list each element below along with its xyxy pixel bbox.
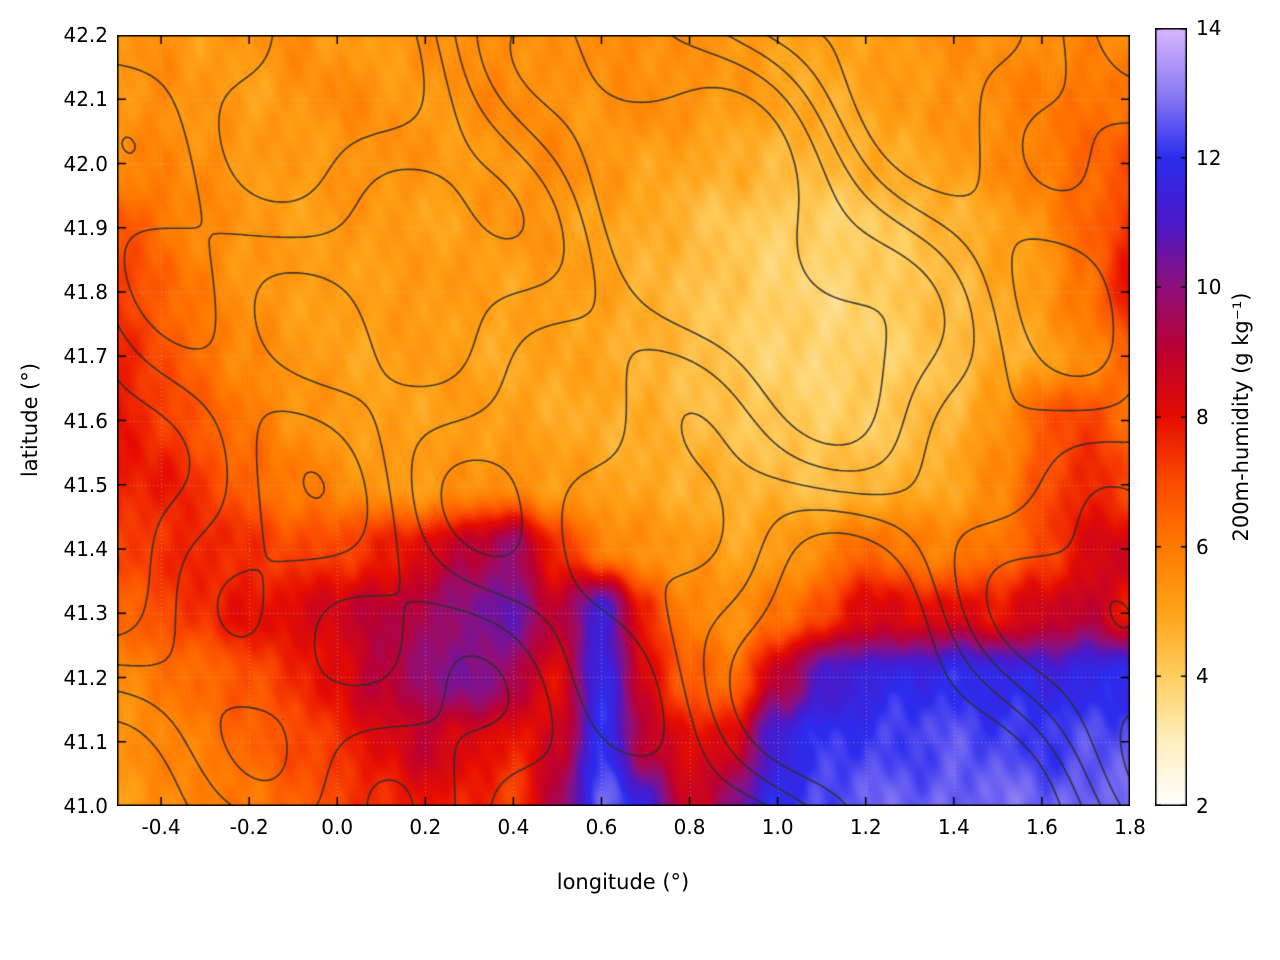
y-tick-label: 41.4 bbox=[63, 537, 108, 561]
colorbar bbox=[1155, 28, 1187, 806]
colorbar-tick-label: 8 bbox=[1196, 405, 1209, 429]
x-tick-label: 0.6 bbox=[585, 815, 618, 839]
y-tick-label: 42.0 bbox=[63, 151, 108, 176]
colorbar-tick-label: 12 bbox=[1196, 145, 1222, 170]
x-tick-label: 1.8 bbox=[1114, 815, 1146, 839]
colorbar-tick-label: 6 bbox=[1196, 534, 1209, 559]
x-tick-label: 0.0 bbox=[321, 815, 354, 839]
colorbar-tick-label: 4 bbox=[1196, 664, 1209, 689]
x-tick-label: -0.2 bbox=[229, 815, 269, 839]
y-tick-label: 41.2 bbox=[63, 665, 108, 690]
x-tick-label: 1.4 bbox=[937, 815, 970, 839]
y-tick-label: 41.1 bbox=[63, 729, 108, 754]
y-tick-label: 41.6 bbox=[63, 408, 108, 433]
x-tick-label: 0.8 bbox=[673, 815, 706, 839]
heatmap-canvas bbox=[117, 35, 1130, 806]
x-axis-label: longitude (°) bbox=[556, 870, 690, 894]
y-tick-label: 41.5 bbox=[63, 472, 108, 497]
y-tick-label: 42.2 bbox=[63, 23, 108, 47]
y-tick-label: 41.7 bbox=[63, 344, 108, 369]
x-tick-label: 0.2 bbox=[409, 815, 442, 839]
y-tick-label: 41.8 bbox=[63, 280, 108, 304]
colorbar-tick-label: 10 bbox=[1196, 275, 1222, 300]
x-tick-label: 1.0 bbox=[761, 815, 794, 839]
y-tick-label: 41.0 bbox=[63, 794, 108, 818]
x-tick-label: 0.4 bbox=[497, 815, 530, 839]
y-tick-label: 42.1 bbox=[63, 87, 108, 112]
x-tick-label: 1.6 bbox=[1026, 815, 1058, 839]
colorbar-tick-label: 14 bbox=[1196, 16, 1222, 40]
colorbar-tick-label: 2 bbox=[1196, 794, 1209, 818]
x-tick-label: -0.4 bbox=[141, 815, 181, 839]
y-tick-label: 41.9 bbox=[63, 215, 108, 240]
x-tick-label: 1.2 bbox=[849, 815, 882, 839]
y-tick-label: 41.3 bbox=[63, 601, 108, 626]
colorbar-label: 200m-humidity (g kg⁻¹) bbox=[1229, 292, 1253, 542]
